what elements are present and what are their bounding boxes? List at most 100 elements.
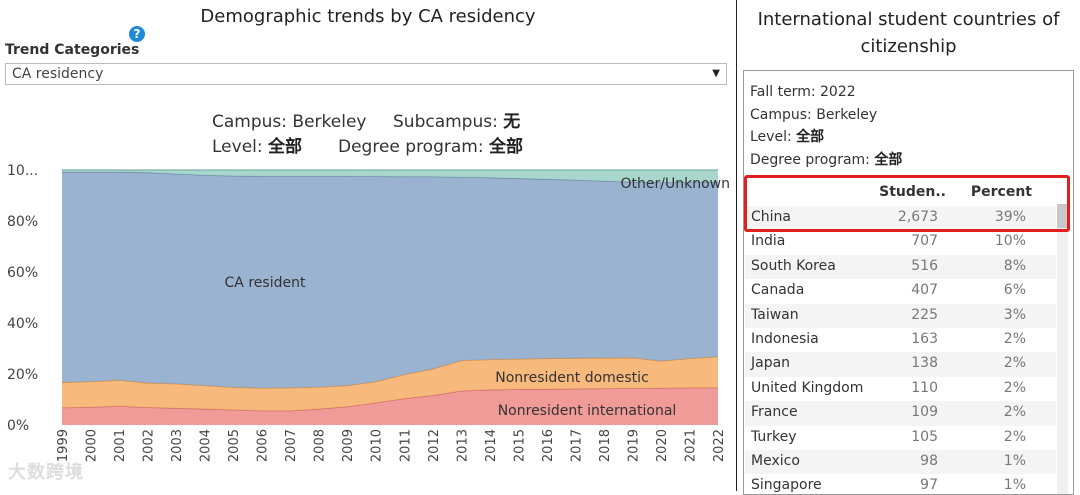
table-row[interactable]: South Korea 516 8% xyxy=(745,254,1056,280)
row-students: 225 xyxy=(911,306,938,323)
x-tick-label: 2015 xyxy=(512,429,527,462)
meta-degree-key: Degree program: xyxy=(750,151,870,168)
row-percent: 2% xyxy=(1003,330,1026,347)
meta-level-key: Level: xyxy=(750,129,792,145)
area-series-1[interactable] xyxy=(62,356,718,411)
x-tick-label: 2020 xyxy=(655,429,670,462)
y-tick-label: 20% xyxy=(7,367,38,383)
x-tick-label: 2007 xyxy=(284,429,299,462)
y-tick-label: 60% xyxy=(7,265,38,281)
table-row[interactable]: Mexico 98 1% xyxy=(745,449,1056,475)
row-students: 105 xyxy=(911,428,938,445)
row-country: Canada xyxy=(751,282,805,299)
header-students[interactable]: Studen.. xyxy=(879,184,946,200)
filter-campus-key: Campus: xyxy=(212,112,287,132)
row-students: 138 xyxy=(911,355,938,372)
filter-campus-value: Berkeley xyxy=(292,112,367,132)
area-series-3[interactable] xyxy=(62,170,718,183)
y-tick-label: 10... xyxy=(7,163,38,179)
row-percent: 3% xyxy=(1003,306,1026,323)
row-percent: 2% xyxy=(1003,355,1026,372)
row-students: 516 xyxy=(911,257,938,274)
row-percent: 1% xyxy=(1003,477,1026,494)
stacked-area-chart[interactable]: Nonresident international Nonresident dom… xyxy=(0,160,736,491)
row-country: United Kingdom xyxy=(751,379,864,396)
table-row[interactable]: India 707 10% xyxy=(745,230,1056,254)
table-body: China 2,673 39% India 707 10% South Korea 516 8%… xyxy=(745,206,1056,494)
filter-level-value: 全部 xyxy=(268,137,303,157)
table-header: Studen.. Percent xyxy=(745,178,1056,206)
table-row[interactable]: Canada 407 6% xyxy=(745,279,1056,303)
table-row[interactable]: Japan 138 2% xyxy=(745,352,1056,377)
row-country: Singapore xyxy=(751,477,822,494)
row-students: 110 xyxy=(911,379,938,396)
area-series-2[interactable] xyxy=(62,172,718,389)
row-percent: 6% xyxy=(1003,282,1026,299)
x-tick-label: 2002 xyxy=(142,429,157,462)
x-tick-label: 2013 xyxy=(455,429,470,462)
filter-subcampus: Subcampus: 无 xyxy=(393,110,520,135)
filter-level-key: Level: xyxy=(212,137,263,157)
table-row[interactable]: Indonesia 163 2% xyxy=(745,328,1056,352)
meta-fall-term-value: 2022 xyxy=(820,84,856,100)
row-percent: 8% xyxy=(1003,257,1026,274)
header-percent[interactable]: Percent xyxy=(970,184,1032,200)
scrollbar-thumb[interactable] xyxy=(1057,204,1068,228)
table-row[interactable]: Taiwan 225 3% xyxy=(745,303,1056,328)
series-label-0: Nonresident international xyxy=(498,403,677,419)
watermark-text: 大数跨境 xyxy=(8,462,84,483)
row-percent: 2% xyxy=(1003,379,1026,396)
row-country: Taiwan xyxy=(751,306,799,323)
x-tick-label: 2021 xyxy=(683,429,698,462)
chart-title: Demographic trends by CA residency xyxy=(200,6,536,27)
filter-degree-key: Degree program: xyxy=(338,137,484,157)
row-percent: 10% xyxy=(994,233,1026,250)
row-country: Mexico xyxy=(751,452,800,469)
filter-level: Level: 全部 xyxy=(212,135,338,160)
table-row[interactable]: China 2,673 39% xyxy=(745,206,1056,231)
table-row[interactable]: Singapore 97 1% xyxy=(745,474,1056,494)
x-tick-label: 2009 xyxy=(341,429,356,462)
x-tick-label: 2014 xyxy=(484,429,499,462)
table-row[interactable]: France 109 2% xyxy=(745,401,1056,426)
y-tick-label: 40% xyxy=(7,316,38,332)
x-tick-label: 2012 xyxy=(427,429,442,462)
row-students: 163 xyxy=(911,330,938,347)
filter-summary: Campus: Berkeley Subcampus: 无 Level: 全部 De… xyxy=(212,110,523,160)
meta-campus: Campus: Berkeley xyxy=(750,104,902,127)
intl-countries-panel: International student countries of citiz… xyxy=(737,0,1080,495)
filter-degree: Degree program: 全部 xyxy=(338,135,523,160)
table-row[interactable]: Turkey 105 2% xyxy=(745,426,1056,450)
row-students: 2,673 xyxy=(897,209,938,225)
meta-fall-term: Fall term: 2022 xyxy=(750,81,902,104)
x-tick-label: 2003 xyxy=(170,429,185,462)
row-students: 98 xyxy=(920,452,938,469)
china-row-highlight-box xyxy=(744,175,1070,232)
row-country: Indonesia xyxy=(751,330,819,347)
series-label-3: Other/Unknown xyxy=(621,176,730,192)
row-country: Japan xyxy=(751,355,791,372)
panel-divider xyxy=(736,0,737,491)
dropdown-value: CA residency xyxy=(12,66,104,82)
meta-fall-term-key: Fall term: xyxy=(750,84,816,100)
table-row[interactable]: United Kingdom 110 2% xyxy=(745,377,1056,401)
trend-categories-dropdown[interactable]: CA residency ▼ xyxy=(5,63,727,85)
filter-subcampus-key: Subcampus: xyxy=(393,112,498,132)
x-tick-label: 2017 xyxy=(569,429,584,462)
filter-subcampus-value: 无 xyxy=(503,112,521,132)
x-tick-label: 2005 xyxy=(227,429,242,462)
area-series-0[interactable] xyxy=(62,387,718,425)
x-tick-label: 2011 xyxy=(398,429,413,462)
help-icon[interactable]: ? xyxy=(129,26,145,42)
table-scrollbar[interactable] xyxy=(1057,204,1068,494)
row-students: 407 xyxy=(911,282,938,299)
x-tick-label: 2008 xyxy=(313,429,328,462)
countries-title-line1: International student countries of xyxy=(757,9,1060,30)
row-percent: 2% xyxy=(1003,428,1026,445)
meta-campus-value: Berkeley xyxy=(816,106,878,123)
table-filter-summary: Fall term: 2022 Campus: Berkeley Level: … xyxy=(750,81,902,171)
countries-table-container: Fall term: 2022 Campus: Berkeley Level: … xyxy=(743,70,1074,495)
x-tick-label: 2006 xyxy=(256,429,271,462)
row-country: India xyxy=(751,233,786,250)
meta-level: Level: 全部 xyxy=(750,126,902,149)
